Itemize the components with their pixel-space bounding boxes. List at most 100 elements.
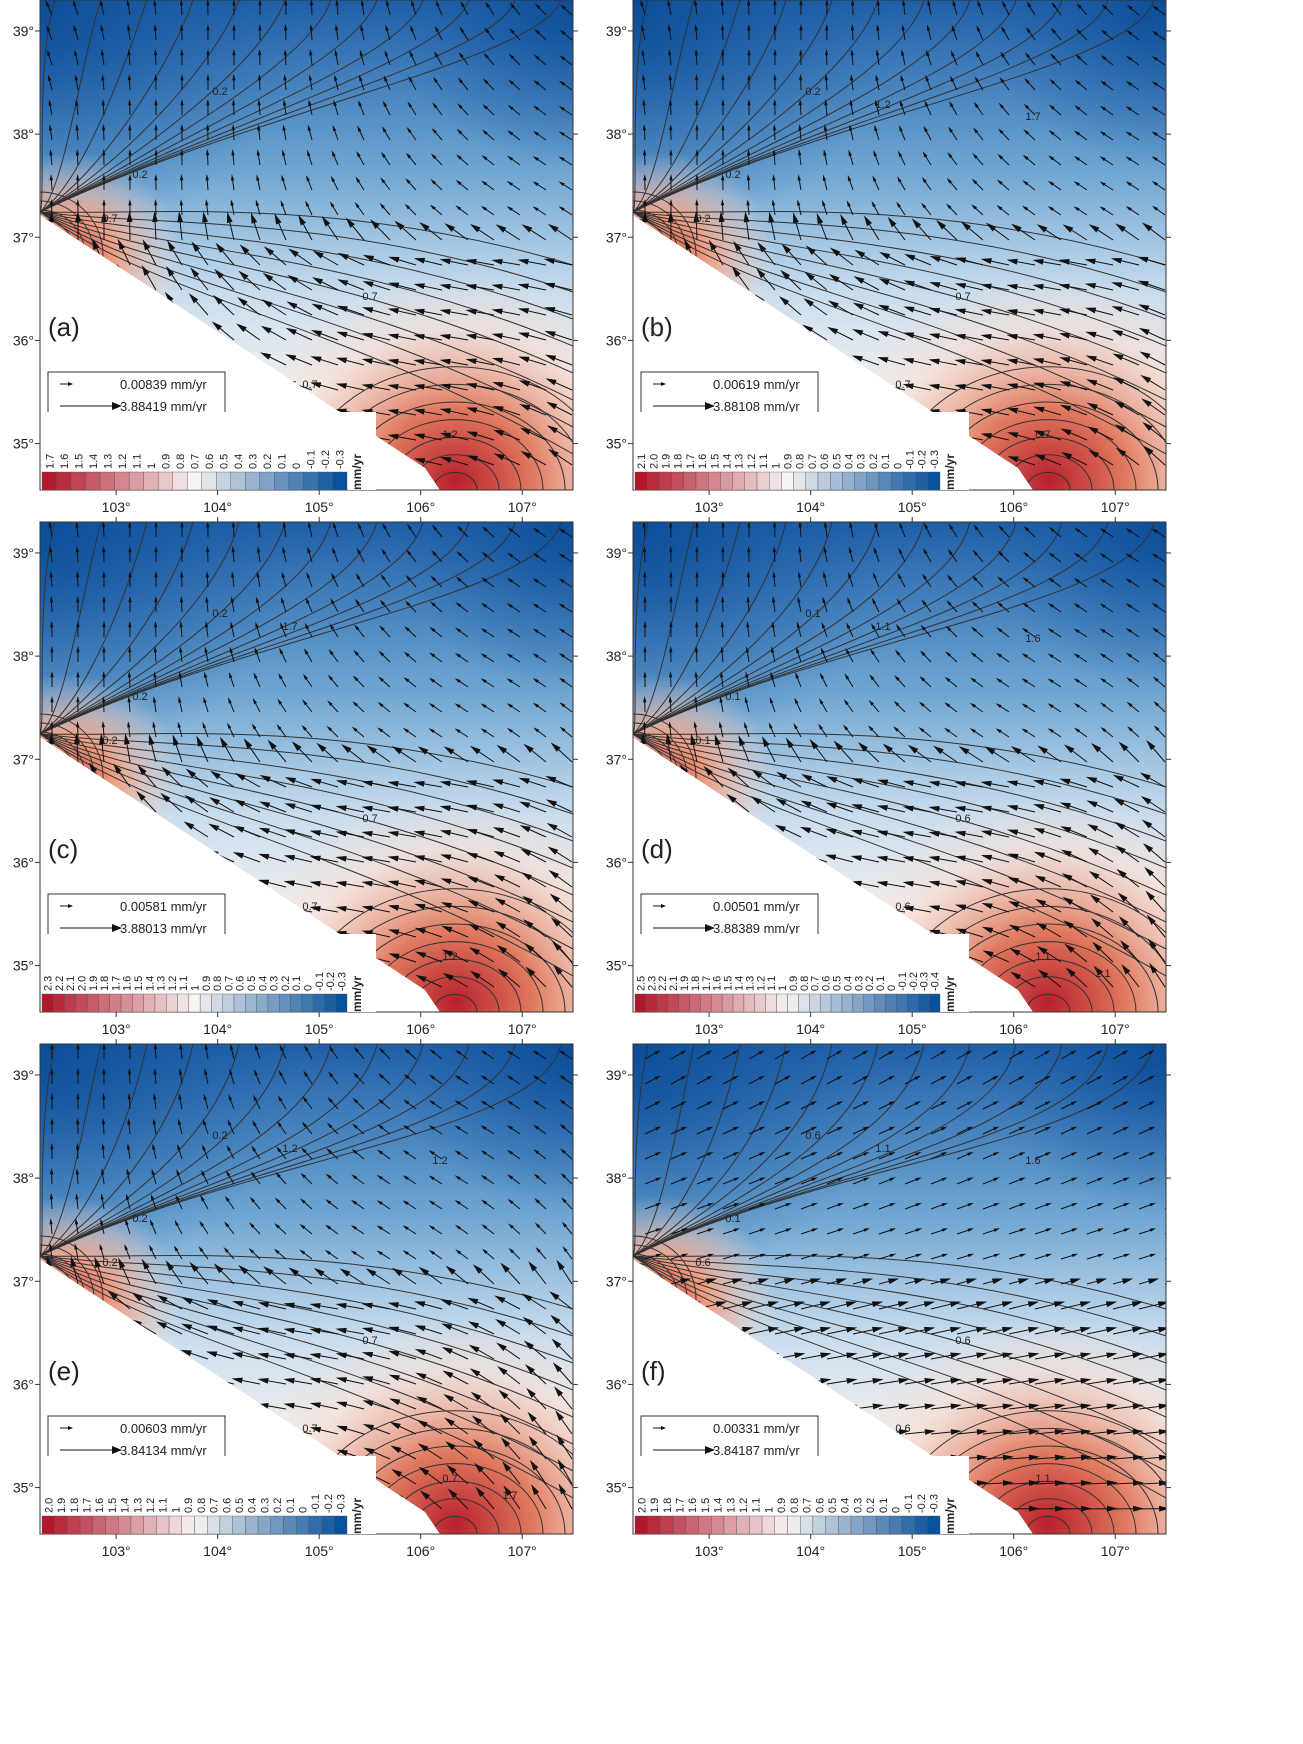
colorbar-unit: mm/yr <box>943 454 957 490</box>
vector-arrow-head <box>33 1337 42 1347</box>
colorbar-cell <box>42 472 57 490</box>
colorbar-label: -0.1 <box>306 450 318 469</box>
vector-arrow <box>43 270 52 290</box>
vector-arrow <box>1165 1077 1177 1084</box>
vector-arrow <box>735 298 749 315</box>
vector-arrow-head <box>158 846 169 855</box>
vector-arrow-head <box>658 289 666 300</box>
scale-label: 3.88108 mm/yr <box>713 399 800 414</box>
lat-label: 39° <box>606 545 627 561</box>
contour-label: 0.7 <box>1035 429 1050 441</box>
colorbar-cell <box>334 1516 347 1534</box>
vector-arrow <box>681 847 697 862</box>
colorbar-cell <box>830 472 842 490</box>
vector-arrow <box>193 324 208 340</box>
vector-arrow <box>239 906 260 912</box>
vector-arrow <box>187 1378 208 1384</box>
vector-arrow-head <box>623 918 633 927</box>
colorbar-cell <box>155 994 166 1012</box>
vector-arrow <box>164 850 182 862</box>
colorbar-label: 1.3 <box>156 976 168 991</box>
contour-label: 0.6 <box>895 901 910 913</box>
colorbar-cell <box>855 472 867 490</box>
vector-arrow-head <box>658 264 665 275</box>
vector-arrow <box>680 873 697 887</box>
colorbar-label: 1.2 <box>145 1498 157 1513</box>
colorbar-cell <box>708 472 720 490</box>
vector-arrow <box>662 245 671 265</box>
colorbar-cell <box>216 472 231 490</box>
colorbar-label: 1.6 <box>697 454 709 469</box>
vector-arrow-head <box>749 849 760 856</box>
colorbar-cell <box>67 1516 80 1534</box>
vector-arrow-head <box>207 876 218 883</box>
vector-arrow <box>136 1349 156 1359</box>
vector-arrow <box>858 384 879 390</box>
panel-label: (d) <box>641 834 673 864</box>
contour-line <box>633 768 642 786</box>
contour-label: 0.6 <box>955 813 970 825</box>
scale-label: 3.84134 mm/yr <box>120 1443 207 1458</box>
colorbar-label: 1.8 <box>69 1498 81 1513</box>
panel-label: (e) <box>48 1356 80 1386</box>
contour-line <box>40 228 67 282</box>
vector-arrow-head <box>135 817 145 827</box>
vector-arrow-head <box>705 317 714 327</box>
vector-arrow-head <box>232 904 243 910</box>
scale-label: 3.88419 mm/yr <box>120 399 207 414</box>
colorbar-unit: mm/yr <box>350 1498 364 1534</box>
colorbar-cell <box>781 472 793 490</box>
vector-arrow <box>110 1400 130 1409</box>
colorbar-cell <box>684 472 696 490</box>
vector-arrow <box>1165 1103 1178 1109</box>
vector-arrow-head <box>91 289 98 300</box>
colorbar-cell <box>289 472 304 490</box>
vector-arrow-head <box>155 1374 166 1380</box>
contour-label: 0.7 <box>442 1473 457 1485</box>
vector-arrow <box>60 1396 78 1409</box>
vector-arrow <box>163 876 182 887</box>
contour-label: 1.7 <box>282 621 297 633</box>
colorbar-cell <box>842 994 853 1012</box>
colorbar-unit: mm/yr <box>943 976 957 1012</box>
vector-arrow <box>87 1346 104 1359</box>
map-panel: 0.10.60.60.60.61.11.11.639°38°37°36°35°1… <box>606 1039 1202 1559</box>
contour-line <box>633 1272 660 1326</box>
colorbar-cell <box>110 994 121 1012</box>
lon-label: 107° <box>1101 499 1130 515</box>
colorbar-label: 0.6 <box>221 1498 233 1513</box>
vector-arrow-head <box>33 915 42 925</box>
vector-arrow-head <box>284 407 295 413</box>
colorbar-cell <box>777 994 788 1012</box>
vector-arrow-head <box>774 878 785 884</box>
vector-arrow <box>168 323 182 340</box>
vector-arrow-head <box>983 974 994 982</box>
colorbar-cell <box>100 472 115 490</box>
vector-arrow <box>64 870 78 887</box>
vector-arrow-head <box>62 813 70 824</box>
colorbar-label: 0.7 <box>807 454 819 469</box>
vector-arrow <box>143 322 156 340</box>
colorbar-label: 0.4 <box>844 454 856 469</box>
vector-arrow-head <box>188 319 198 329</box>
colorbar-cell <box>118 1516 131 1534</box>
vector-arrow-head <box>729 319 739 329</box>
vector-arrow <box>90 845 104 862</box>
lat-label: 37° <box>606 229 627 245</box>
colorbar-label: 1 <box>770 463 782 469</box>
colorbar-label: 0.8 <box>196 1498 208 1513</box>
map-panel: 0.20.20.20.70.71.21.739°38°37°36°35°103°… <box>13 517 609 1037</box>
contour-label: 0.2 <box>132 691 147 703</box>
scale-label: 0.00501 mm/yr <box>713 899 800 914</box>
vector-arrow-head <box>701 818 711 827</box>
colorbar-cell <box>646 994 657 1012</box>
vector-arrow-head <box>704 343 713 353</box>
vector-arrow-head <box>752 347 762 356</box>
vector-arrow-head <box>91 314 99 325</box>
contour-label: 0.7 <box>302 1423 317 1435</box>
vector-arrow <box>709 348 723 365</box>
vector-arrow-head <box>109 842 119 852</box>
vector-arrow-head <box>682 290 690 301</box>
vector-arrow <box>682 821 697 837</box>
contour-label: 0.2 <box>102 735 117 747</box>
